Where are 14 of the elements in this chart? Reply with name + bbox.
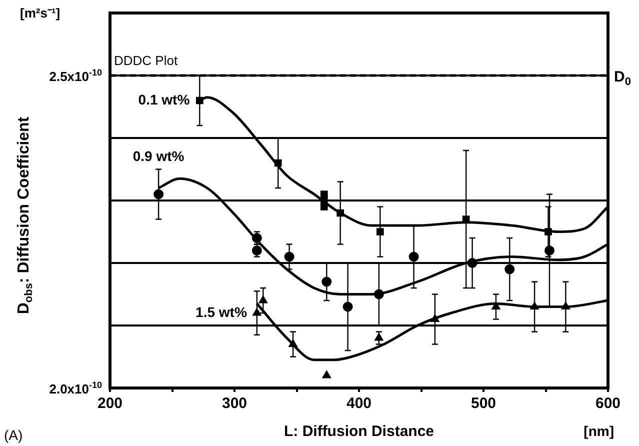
text: [nm] [584,422,614,439]
x-tick-label: 400 [346,395,372,412]
y-axis-title: Dobs: Diffusion Coefficient [15,116,35,314]
text: (A) [4,426,23,443]
text: 0.9 wt% [132,148,185,164]
x-tick-label: 300 [222,395,248,412]
series-label: 1.5 wt% [196,304,248,320]
x-tick-label: 500 [470,395,496,412]
annotation: DDDC Plot [114,53,178,68]
x-axis-title: L: Diffusion Distance [284,423,434,440]
text: [m²s⁻¹] [20,6,60,21]
x-tick-label: 200 [97,395,123,412]
series-label: 0.1 wt% [138,91,190,108]
x-tick-label: 600 [595,395,621,412]
